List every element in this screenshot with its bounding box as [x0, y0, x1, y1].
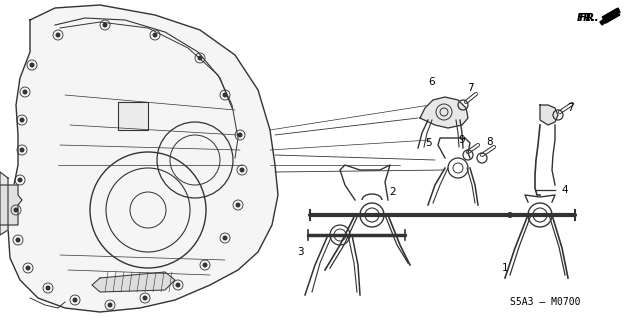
Polygon shape — [0, 185, 22, 225]
Circle shape — [22, 90, 28, 94]
Text: 2: 2 — [390, 187, 396, 197]
Polygon shape — [420, 97, 468, 128]
Circle shape — [45, 285, 51, 291]
Circle shape — [56, 33, 61, 37]
Text: S5A3 – M0700: S5A3 – M0700 — [509, 297, 580, 307]
Circle shape — [17, 178, 22, 182]
Circle shape — [108, 302, 113, 308]
Text: 1: 1 — [502, 263, 508, 273]
Circle shape — [175, 283, 180, 287]
Circle shape — [19, 117, 24, 123]
Bar — [118, 102, 148, 130]
Circle shape — [202, 262, 207, 268]
Text: 9: 9 — [459, 135, 465, 145]
FancyArrow shape — [602, 9, 620, 23]
Text: 3: 3 — [297, 247, 303, 257]
Polygon shape — [600, 8, 620, 25]
Circle shape — [29, 62, 35, 68]
Circle shape — [19, 148, 24, 153]
Circle shape — [198, 55, 202, 60]
Text: FR.: FR. — [577, 13, 596, 23]
Circle shape — [236, 203, 241, 207]
Polygon shape — [92, 272, 175, 292]
Circle shape — [26, 266, 31, 270]
Polygon shape — [8, 5, 278, 312]
Circle shape — [223, 92, 227, 98]
Text: 4: 4 — [562, 185, 568, 195]
Circle shape — [223, 236, 227, 241]
Circle shape — [507, 212, 513, 218]
Text: 6: 6 — [429, 77, 435, 87]
Text: 7: 7 — [467, 83, 474, 93]
Polygon shape — [0, 172, 8, 235]
Text: 8: 8 — [486, 137, 493, 147]
Text: 5: 5 — [425, 138, 431, 148]
Circle shape — [152, 33, 157, 37]
Circle shape — [239, 167, 244, 172]
Circle shape — [102, 22, 108, 28]
Circle shape — [237, 132, 243, 138]
Circle shape — [72, 298, 77, 302]
Polygon shape — [540, 105, 558, 125]
Circle shape — [143, 295, 147, 300]
Text: FR.: FR. — [579, 13, 600, 23]
Circle shape — [15, 237, 20, 243]
Circle shape — [13, 207, 19, 212]
Text: 7: 7 — [566, 103, 573, 113]
